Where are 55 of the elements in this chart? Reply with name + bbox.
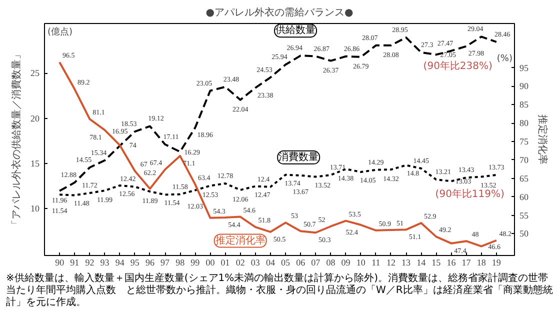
x-tick-label: 92: [85, 258, 94, 268]
y-tick-label: 25: [30, 68, 40, 78]
x-tick-label: 93: [100, 258, 110, 268]
x-tick-label: 01: [220, 258, 230, 268]
x-tick-label: 10: [356, 258, 366, 268]
y-tick-label: 10: [30, 204, 40, 214]
x-tick-label: 05: [281, 258, 291, 268]
y-axis-title: 「アパレル外衣の供給数量／消費数量」: [10, 50, 22, 230]
x-tick-label: 08: [326, 258, 336, 268]
x-tick-label: 96: [145, 258, 155, 268]
y-tick-label: 20: [30, 113, 40, 124]
x-tick-label: 13: [402, 258, 412, 268]
x-tick-label: 11: [372, 258, 380, 268]
x-tick-label: 09: [341, 258, 351, 268]
x-tick-label: 14: [416, 258, 426, 268]
x-tick-label: 98: [176, 258, 186, 268]
x-tick-label: 02: [236, 258, 245, 268]
x-tick-label: 91: [70, 258, 80, 268]
x-tick-label: 19: [492, 258, 502, 268]
annotation: (億点): [48, 26, 73, 38]
y2-axis-title: 推定消化率: [536, 114, 548, 164]
x-tick-label: 07: [311, 258, 321, 268]
series-label: 推定消化率: [215, 234, 266, 246]
y2-tick-label: 95: [520, 62, 529, 73]
chart-title: ●アパレル外衣の需給バランス●: [206, 6, 354, 18]
y2-tick-label: 85: [520, 100, 529, 110]
x-tick-label: 97: [160, 258, 170, 268]
x-tick-label: 94: [115, 258, 125, 268]
x-tick-label: 99: [190, 258, 200, 268]
x-tick-label: 06: [296, 258, 306, 268]
y2-tick-label: 55: [520, 210, 529, 220]
x-tick-label: 12: [386, 258, 396, 268]
x-tick-label: 16: [446, 258, 456, 268]
y2-tick-label: 70: [520, 154, 529, 165]
x-tick-label: 00: [206, 258, 216, 268]
text: 供給数量: [276, 24, 316, 36]
x-tick-label: 17: [462, 258, 472, 268]
y2-tick-label: 50: [520, 228, 529, 239]
x-tick-label: 18: [476, 258, 486, 268]
annotation: (%): [496, 54, 513, 64]
text: ※供給数量は、輸入数量＋国内生産数量(シェア1%未満の輸出数量は計算から除外)。消費数量は、総務省家計調査の世帯当たり年間平均購入点数 と総世帯数から推計。織物・衣服・身の回り品流通の「W／R比率」は経済産業省「商業動態統計」を元に作成。: [6, 273, 554, 309]
x-tick-label: 04: [266, 258, 276, 268]
x-tick-label: 15: [432, 258, 442, 268]
annotation: (90年比238%): [423, 60, 493, 72]
y-tick-label: 15: [30, 158, 40, 168]
series-label: 消費数量: [278, 150, 319, 163]
y2-tick-label: 80: [520, 118, 529, 128]
x-tick-label: 90: [55, 258, 65, 268]
y2-tick-label: 90: [520, 81, 529, 92]
x-tick-label: 95: [130, 258, 140, 268]
y2-tick-label: 60: [520, 192, 529, 202]
x-tick-label: 03: [250, 258, 260, 268]
annotation: (90年比119%): [435, 188, 505, 200]
y2-tick-label: 65: [520, 173, 529, 184]
y2-tick-label: 75: [520, 136, 529, 147]
